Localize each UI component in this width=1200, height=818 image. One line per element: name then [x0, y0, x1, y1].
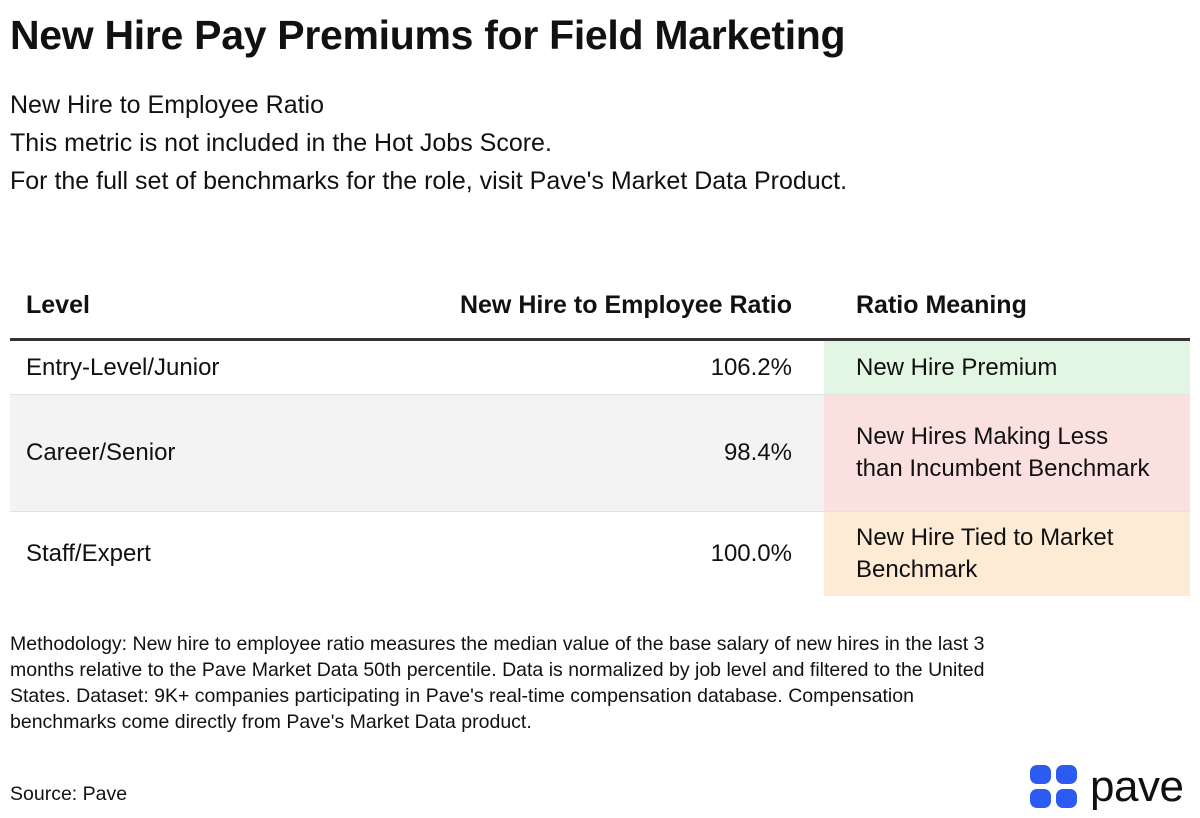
methodology-note: Methodology: New hire to employee ratio …: [10, 633, 985, 733]
logo-dot: [1056, 789, 1077, 808]
pave-logo-icon: [1030, 765, 1080, 809]
table-header: Level New Hire to Employee Ratio Ratio M…: [10, 252, 1190, 341]
cell-ratio: 100.0%: [710, 540, 792, 567]
subtitle-block: New Hire to Employee Ratio This metric i…: [10, 86, 847, 200]
cell-ratio-meaning: New Hires Making Less than Incumbent Ben…: [824, 395, 1190, 511]
cell-ratio-meaning: New Hire Tied to Market Benchmark: [824, 512, 1190, 596]
subtitle-line-1: New Hire to Employee Ratio: [10, 91, 325, 119]
logo-dot: [1056, 765, 1077, 784]
logo-dot: [1030, 765, 1051, 784]
logo-wordmark: pave: [1090, 762, 1184, 811]
cell-ratio-meaning: New Hire Premium: [824, 341, 1190, 394]
table-row: Staff/Expert 100.0% New Hire Tied to Mar…: [10, 512, 1190, 596]
source-note: Source: Pave: [10, 783, 128, 805]
ratio-table: Level New Hire to Employee Ratio Ratio M…: [10, 252, 1190, 596]
subtitle-line-3: For the full set of benchmarks for the r…: [10, 167, 848, 195]
subtitle-line-2: This metric is not included in the Hot J…: [10, 129, 552, 157]
cell-ratio-meaning-text: New Hires Making Less than Incumbent Ben…: [856, 423, 1150, 482]
header-ratio-meaning: Ratio Meaning: [856, 291, 1027, 319]
cell-ratio-meaning-text: New Hire Premium: [856, 353, 1058, 381]
cell-ratio: 98.4%: [723, 439, 792, 466]
logo-dot: [1030, 789, 1051, 808]
pave-logo: pave: [1030, 762, 1184, 811]
cell-ratio-meaning-text: New Hire Tied to Market Benchmark: [856, 524, 1114, 583]
table-row: Entry-Level/Junior 106.2% New Hire Premi…: [10, 341, 1190, 395]
cell-level: Career/Senior: [26, 439, 176, 466]
cell-ratio: 106.2%: [710, 353, 792, 381]
page-title: New Hire Pay Premiums for Field Marketin…: [10, 12, 846, 58]
header-ratio: New Hire to Employee Ratio: [459, 291, 792, 319]
table-row: Career/Senior 98.4% New Hires Making Les…: [10, 395, 1190, 512]
cell-level: Entry-Level/Junior: [26, 353, 220, 381]
header-level: Level: [26, 291, 90, 319]
cell-level: Staff/Expert: [26, 540, 151, 567]
